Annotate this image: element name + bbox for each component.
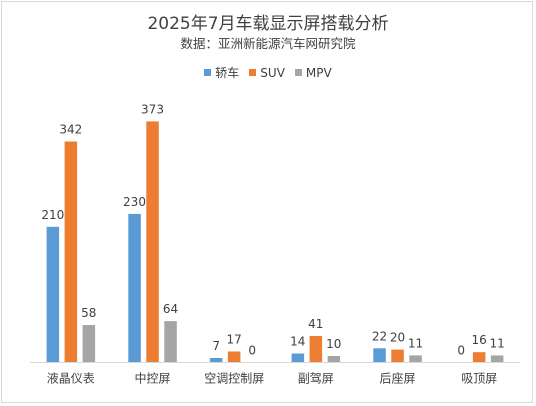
legend-label-sedan: 轿车 <box>215 66 240 80</box>
x-tick-label-0: 液晶仪表 <box>47 371 95 386</box>
x-tick-label-2: 空调控制屏 <box>204 372 264 386</box>
x-tick-label-1: 中控屏 <box>134 371 170 386</box>
data-label-sedan-5: 0 <box>457 344 465 358</box>
chart-subtitle: 数据：亚洲新能源汽车网研究院 <box>180 36 356 51</box>
bar-sedan-4 <box>373 348 386 363</box>
data-label-sedan-1: 230 <box>123 195 146 209</box>
data-label-suv-0: 342 <box>59 123 82 137</box>
bar-sedan-3 <box>291 353 305 363</box>
x-tick-label-5: 吸顶屏 <box>461 372 497 386</box>
x-tick-label-4: 后座屏 <box>379 371 415 386</box>
bar-suv-4 <box>391 349 404 363</box>
data-label-mpv-0: 58 <box>81 306 96 320</box>
data-label-suv-2: 17 <box>227 333 242 347</box>
data-label-suv-4: 20 <box>390 331 405 345</box>
bar-mpv-5 <box>490 355 504 363</box>
bar-suv-3 <box>309 336 323 363</box>
data-label-sedan-2: 7 <box>212 339 220 353</box>
legend-swatch-mpv <box>294 69 302 76</box>
bar-suv-2 <box>227 351 241 363</box>
x-tick-label-3: 副驾屏 <box>298 372 334 386</box>
data-label-sedan-0: 210 <box>41 208 64 222</box>
legend-swatch-suv <box>249 69 257 76</box>
data-label-suv-1: 373 <box>141 102 164 116</box>
data-label-mpv-3: 10 <box>326 337 341 351</box>
data-label-mpv-5: 11 <box>490 336 505 350</box>
legend: 轿车 SUV MPV <box>0 64 536 81</box>
legend-swatch-sedan <box>204 69 212 76</box>
legend-label-mpv: MPV <box>305 65 332 80</box>
data-label-mpv-1: 64 <box>163 302 178 316</box>
bar-mpv-1 <box>164 321 177 363</box>
data-label-suv-3: 41 <box>308 317 323 331</box>
legend-item-suv: SUV <box>249 64 285 81</box>
bar-sedan-2 <box>209 358 223 363</box>
bar-suv-0 <box>64 141 78 363</box>
data-label-suv-5: 16 <box>472 333 487 347</box>
legend-label-suv: SUV <box>260 65 285 80</box>
bar-suv-5 <box>472 352 486 363</box>
bar-suv-1 <box>146 121 159 363</box>
data-label-mpv-4: 11 <box>408 336 423 350</box>
legend-item-sedan: 轿车 <box>204 64 239 81</box>
bar-mpv-3 <box>327 356 341 363</box>
data-label-mpv-2: 0 <box>248 344 256 358</box>
data-label-sedan-3: 14 <box>290 335 305 349</box>
legend-item-mpv: MPV <box>294 64 332 81</box>
bar-mpv-4 <box>409 355 422 363</box>
bar-sedan-0 <box>46 226 60 363</box>
bar-sedan-1 <box>128 213 141 363</box>
bar-mpv-0 <box>82 325 96 363</box>
chart-title: 2025年7月车载显示屏搭载分析 <box>147 14 389 34</box>
data-label-sedan-4: 22 <box>372 329 387 343</box>
